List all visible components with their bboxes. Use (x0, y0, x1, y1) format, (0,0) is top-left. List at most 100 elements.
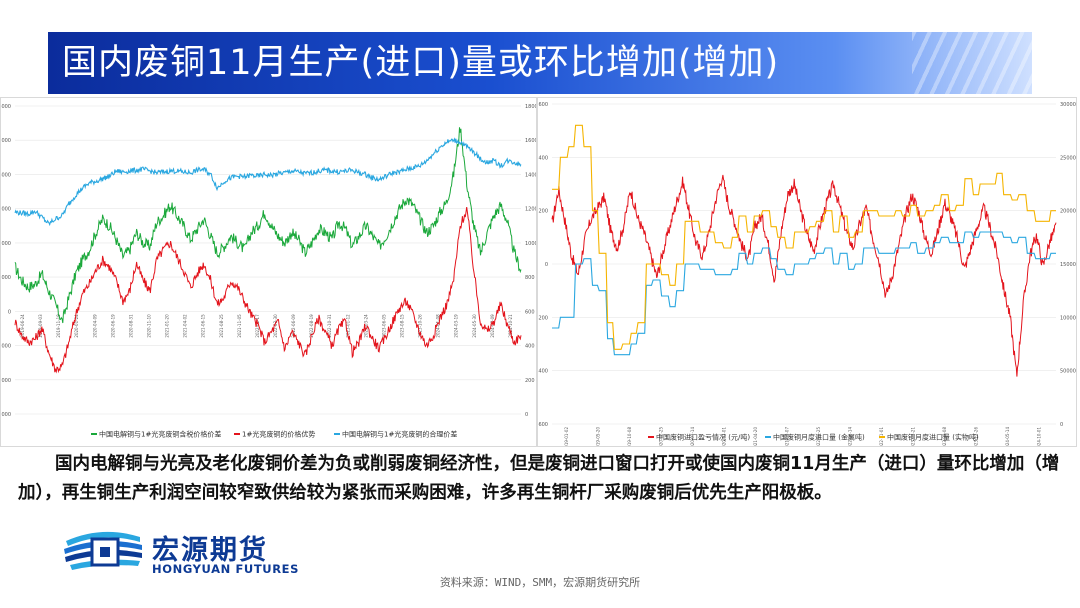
x-tick-label: 2024-10-01 (1036, 427, 1041, 446)
right-tick-label: 0 (1060, 422, 1063, 428)
logo-english-name: HONGYUAN FUTURES (152, 562, 300, 576)
x-tick-label: 2020-12-01 (721, 427, 726, 446)
right-tick-label: 800 (525, 275, 535, 281)
right-tick-label: 1400 (525, 172, 536, 178)
right-tick-label: 300000 (1060, 102, 1076, 108)
left-tick-label: 4000 (1, 172, 11, 178)
x-tick-label: 2020-02-25 (658, 427, 663, 446)
x-tick-label: 2022-01-17 (255, 314, 260, 338)
x-tick-label: 2020-08-31 (128, 314, 133, 338)
x-tick-label: 2021-08-25 (219, 314, 224, 338)
x-tick-label: 2024-03-19 (454, 314, 459, 338)
right-tick-label: 1600 (525, 138, 536, 144)
x-tick-label: 2022-06-14 (847, 427, 852, 446)
left-tick-label: -400 (538, 369, 548, 375)
x-tick-label: 2021-04-02 (183, 314, 188, 338)
left-tick-label: 200 (538, 209, 548, 215)
series-line-1 (551, 174, 1057, 377)
right-tick-label: 150000 (1060, 262, 1076, 268)
series-line-2 (14, 207, 522, 374)
legend-label: 中国废铜进口盈亏情况 (元/吨) (656, 433, 750, 442)
x-tick-label: 2022-08-19 (309, 314, 314, 338)
x-tick-label: 2019-06-24 (20, 314, 25, 338)
left-tick-label: 5000 (1, 138, 11, 144)
x-tick-label: 2023-12-26 (973, 427, 978, 446)
x-tick-label: 2023-06-05 (381, 314, 386, 338)
series-line-3 (14, 137, 522, 227)
page-title: 国内废铜11月生产(进口)量或环比增加(增加) (62, 43, 780, 83)
left-tick-label: 3000 (1, 207, 11, 213)
left-tick-label: 0 (545, 262, 548, 268)
data-source-note: 资料来源：WIND，SMM，宏源期货研究所 (439, 576, 641, 589)
title-stripes (912, 32, 1032, 94)
right-tick-label: 1800 (525, 104, 536, 110)
series-line-2 (552, 231, 1056, 356)
legend-label: 1#光亮废铜的价格优势 (242, 430, 315, 439)
legend-label: 中国废铜月度进口量 (实物吨) (887, 433, 979, 442)
x-tick-label: 2022-01-25 (816, 427, 821, 446)
x-tick-label: 2023-01-12 (345, 314, 350, 338)
right-chart: 600 400 200 0 -200 -400 -600 300000 250000 200000… (537, 102, 1079, 450)
x-tick-label: 2022-10-31 (327, 314, 332, 338)
x-tick-label: 2019-09-03 (38, 314, 43, 338)
x-tick-label: 2022-03-30 (273, 314, 278, 338)
x-tick-label: 2020-04-09 (92, 314, 97, 338)
x-tick-label: 2024-10-21 (508, 314, 513, 338)
analysis-paragraph: 国内电解铜与光亮及老化废铜价差为负或削弱废铜经济性，但是废铜进口窗口打开或使国内… (18, 454, 1060, 503)
series-line-1 (14, 127, 522, 324)
left-chart: 6000500040003000200010000-1000-2000-3000… (0, 104, 538, 439)
title-banner (48, 32, 1032, 94)
left-tick-label: -600 (538, 422, 548, 428)
x-tick-label: 2023-08-08 (942, 427, 947, 446)
x-tick-label: 2020-11-10 (147, 314, 152, 338)
x-tick-label: 2022-06-09 (291, 314, 296, 338)
left-tick-label: 400 (538, 155, 548, 161)
right-tick-label: 50000 (1060, 369, 1076, 375)
legend-label: 中国电解铜与1#光亮废铜的合理价差 (342, 430, 457, 439)
x-tick-label: 2021-06-15 (201, 314, 206, 338)
right-tick-label: 1200 (525, 207, 536, 213)
right-tick-label: 100000 (1060, 315, 1076, 321)
x-tick-label: 2019-11-18 (56, 314, 61, 338)
x-tick-label: 2022-11-01 (879, 427, 884, 446)
x-tick-label: 2024-01-08 (436, 314, 441, 338)
x-tick-label: 2019-05-20 (595, 427, 600, 446)
x-tick-label: 2023-03-21 (910, 427, 915, 446)
right-tick-label: 200000 (1060, 209, 1076, 215)
left-chart-panel: 6000500040003000200010000-1000-2000-3000… (0, 97, 538, 447)
hongyuan-logo-icon (64, 531, 142, 570)
x-tick-label: 2021-09-07 (784, 427, 789, 446)
left-tick-label: -200 (538, 315, 548, 321)
x-tick-label: 2023-03-24 (363, 314, 368, 338)
x-tick-label: 2024-05-14 (1005, 427, 1010, 446)
series-line-3 (552, 124, 1056, 350)
x-tick-label: 2021-11-05 (237, 314, 242, 338)
x-tick-label: 2024-05-30 (472, 314, 477, 338)
right-tick-label: 200 (525, 378, 535, 384)
legend-label: 中国废铜月度进口量 (金属吨) (773, 433, 865, 442)
x-tick-label: 2023-08-15 (400, 314, 405, 338)
left-tick-label: 6000 (1, 104, 11, 110)
left-tick-label: 1000 (1, 275, 11, 281)
legend-label: 中国电解铜与1#光亮废铜含税价格价差 (99, 430, 221, 439)
left-tick-label: -2000 (1, 378, 11, 384)
x-tick-label: 2021-04-20 (753, 427, 758, 446)
right-tick-label: 1000 (525, 241, 536, 247)
x-tick-label: 2024-08-09 (490, 314, 495, 338)
right-chart-panel: 600 400 200 0 -200 -400 -600 300000 250000 200000… (537, 97, 1079, 450)
right-tick-label: 0 (525, 412, 528, 418)
logo-chinese-name: 宏源期货 (152, 535, 268, 566)
x-tick-label: 2019-01-02 (564, 427, 569, 446)
right-tick-label: 400 (525, 344, 535, 350)
x-tick-label: 2023-10-26 (418, 314, 423, 338)
x-tick-label: 2021-01-20 (165, 314, 170, 338)
x-tick-label: 2020-01-24 (74, 314, 79, 338)
right-tick-label: 250000 (1060, 155, 1076, 161)
left-tick-label: 2000 (1, 241, 11, 247)
left-tick-label: 0 (8, 309, 11, 315)
x-tick-label: 2019-10-08 (627, 427, 632, 446)
x-tick-label: 2020-06-19 (110, 314, 115, 338)
left-tick-label: -3000 (1, 412, 11, 418)
left-tick-label: 600 (538, 102, 548, 108)
right-tick-label: 600 (525, 309, 535, 315)
